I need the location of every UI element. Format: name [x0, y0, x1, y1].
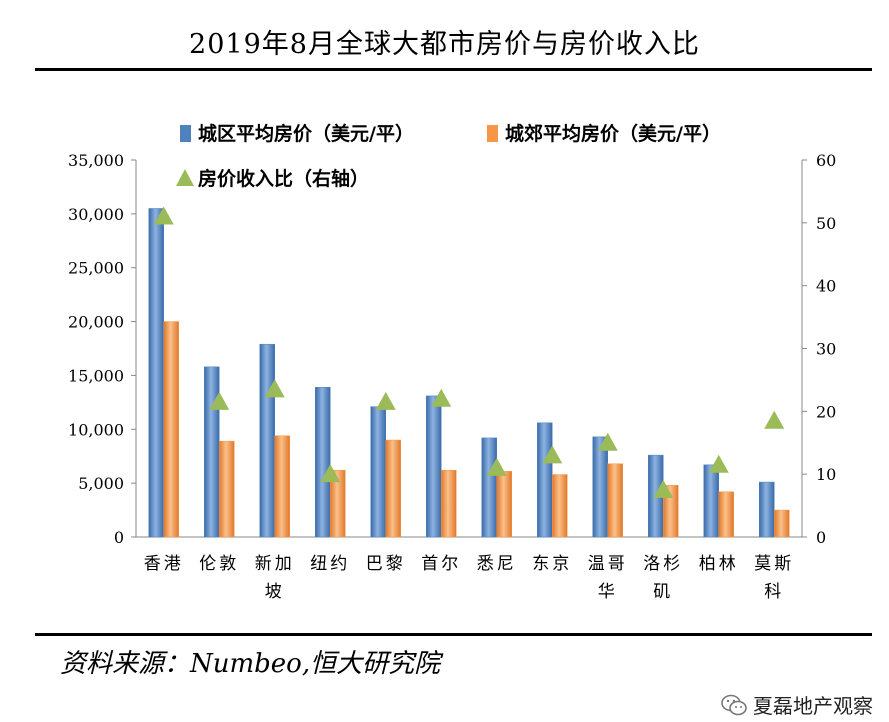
bar-suburban: [663, 485, 679, 538]
x-tick-label: 华: [598, 582, 618, 602]
x-tick-label: 坡: [265, 582, 285, 602]
x-tick-label: 悉尼: [477, 554, 517, 574]
ratio-marker: [708, 454, 729, 473]
bar-urban: [370, 406, 386, 538]
x-tick-label: 新加: [255, 554, 295, 574]
ratio-markers: [153, 206, 785, 498]
left-tick-label: 30,000: [68, 205, 124, 224]
wechat-icon: [721, 694, 747, 715]
title-rule: [35, 68, 872, 71]
x-tick-label: 莫斯: [754, 554, 794, 574]
x-tick-label: 柏林: [699, 554, 739, 574]
ratio-marker: [153, 206, 174, 225]
left-tick-label: 5,000: [78, 474, 124, 493]
right-tick-label: 0: [816, 528, 826, 547]
legend-item-ratio: 房价收入比（右轴）: [176, 167, 369, 190]
right-tick-label: 10: [816, 465, 836, 484]
x-tick-label: 首尔: [421, 554, 461, 574]
bar-suburban: [219, 440, 235, 538]
right-tick-label: 50: [816, 214, 836, 233]
bar-suburban: [718, 491, 734, 538]
ratio-marker: [375, 391, 396, 410]
left-tick-label: 0: [114, 528, 124, 547]
legend-label-urban: 城区平均房价（美元/平）: [198, 122, 414, 145]
bar-suburban: [552, 474, 568, 538]
x-tick-label: 纽约: [310, 554, 350, 574]
right-tick-label: 40: [816, 277, 836, 296]
bar-suburban: [496, 471, 512, 538]
left-tick-label: 15,000: [68, 366, 124, 385]
bar-suburban: [163, 321, 179, 538]
source-note: 资料来源：Numbeo,恒大研究院: [60, 649, 441, 679]
bar-urban: [481, 437, 497, 538]
x-tick-label: 温哥: [588, 554, 628, 574]
left-tick-label: 35,000: [68, 151, 124, 170]
legend: 城区平均房价（美元/平） 城郊平均房价（美元/平） 房价收入比（右轴）: [176, 122, 721, 190]
legend-label-suburban: 城郊平均房价（美元/平）: [505, 122, 721, 145]
x-tick-label: 伦敦: [199, 554, 239, 574]
x-tick-label: 香港: [144, 554, 184, 574]
bar-suburban: [607, 463, 623, 538]
right-tick-label: 20: [816, 402, 836, 421]
left-tick-label: 10,000: [68, 420, 124, 439]
legend-swatch-urban: [180, 125, 191, 142]
ratio-marker: [486, 457, 507, 476]
bar-urban: [315, 387, 331, 538]
ratio-marker: [542, 445, 563, 464]
x-tick-label: 洛杉: [643, 554, 683, 574]
ratio-marker: [653, 479, 674, 498]
bar-suburban: [441, 469, 457, 538]
bar-suburban: [385, 439, 401, 538]
legend-item-urban: 城区平均房价（美元/平）: [180, 122, 414, 145]
ratio-marker: [264, 379, 285, 398]
right-tick-label: 60: [816, 151, 836, 170]
x-tick-labels: 香港 伦敦 新加坡 纽约 巴黎 首尔 悉尼 东京 温哥华 洛杉矶 柏林 莫斯科: [144, 554, 794, 602]
bar-urban: [592, 436, 608, 538]
legend-swatch-suburban: [487, 125, 498, 142]
bar-urban: [703, 464, 719, 538]
bar-urban: [259, 343, 275, 538]
bar-suburban: [274, 435, 290, 538]
right-tick-label: 30: [816, 340, 836, 359]
left-tick-label: 20,000: [68, 313, 124, 332]
ratio-marker: [431, 388, 452, 407]
left-tick-label: 25,000: [68, 259, 124, 278]
watermark-text: 夏磊地产观察: [753, 694, 873, 718]
bar-urban: [426, 395, 442, 538]
bar-suburban: [330, 469, 346, 538]
ratio-marker: [209, 391, 230, 410]
legend-item-suburban: 城郊平均房价（美元/平）: [487, 122, 721, 145]
legend-label-ratio: 房价收入比（右轴）: [198, 167, 369, 190]
x-tick-label: 矶: [653, 582, 673, 602]
bar-urban: [148, 208, 164, 538]
bars: [148, 208, 790, 538]
legend-marker-ratio: [176, 169, 194, 186]
x-tick-label: 东京: [532, 554, 572, 574]
chart-title: 2019年8月全球大都市房价与房价收入比: [189, 29, 700, 60]
chart-area: 0 5,000 10,000 15,000 20,000 25,000 30,000 35,0…: [68, 122, 836, 602]
bar-urban: [537, 422, 553, 538]
bar-suburban: [774, 509, 790, 538]
bar-urban: [204, 366, 220, 538]
ratio-marker: [764, 410, 785, 429]
axes: 0 5,000 10,000 15,000 20,000 25,000 30,000 35,0…: [68, 151, 836, 547]
ratio-marker: [597, 432, 618, 451]
ratio-marker: [320, 464, 341, 483]
source-rule: [35, 633, 872, 636]
bar-urban: [759, 481, 775, 538]
x-tick-label: 巴黎: [366, 554, 406, 574]
watermark: 夏磊地产观察: [721, 690, 873, 719]
x-tick-label: 科: [764, 582, 784, 602]
